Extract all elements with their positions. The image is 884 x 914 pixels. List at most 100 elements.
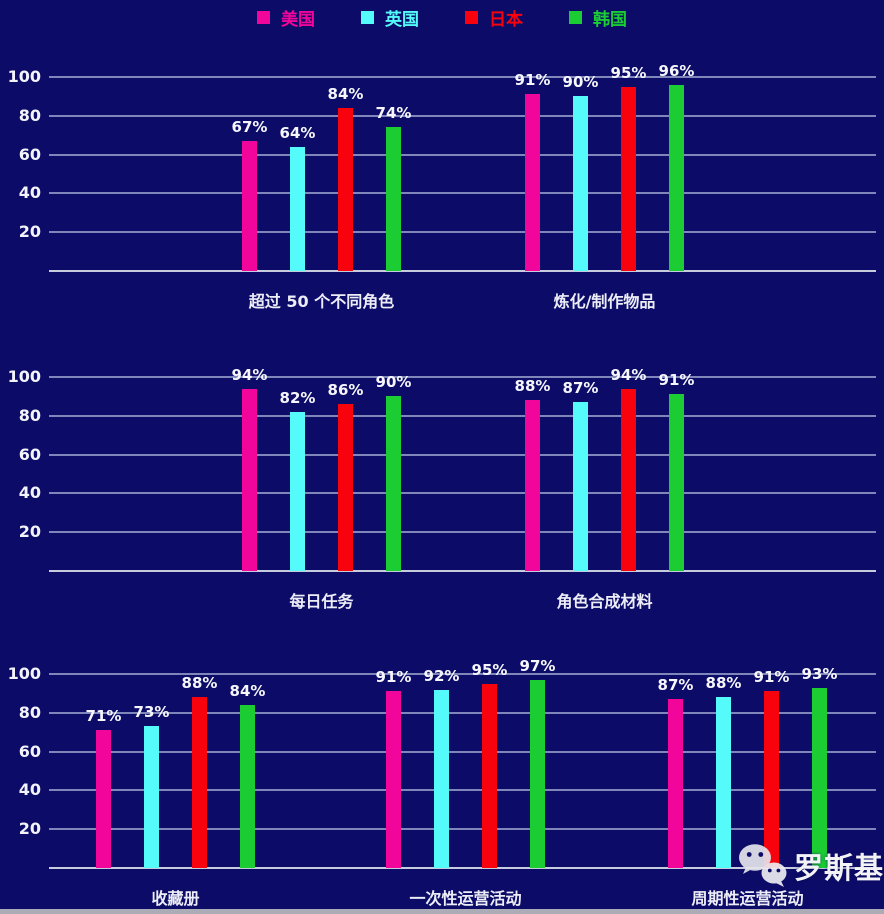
bar-value-label: 97% [519, 656, 556, 675]
bar-美国-周期性运营活动 [668, 699, 683, 868]
legend-label-korea: 韩国 [593, 10, 627, 30]
bar-美国-每日任务 [242, 388, 257, 571]
bar-日本-收藏册 [192, 697, 207, 868]
category-label: 周期性运营活动 [691, 889, 804, 908]
bar-英国-角色合成材料 [573, 402, 588, 571]
y-tick-label: 20 [18, 819, 41, 839]
bar-value-label: 87% [657, 676, 694, 695]
x-axis-baseline [49, 270, 876, 272]
legend-label-uk: 英国 [385, 10, 419, 30]
bar-日本-炼化/制作物品 [621, 86, 636, 271]
bar-日本-每日任务 [338, 404, 353, 571]
legend: 美国 英国 日本 韩国 [0, 5, 884, 30]
chart-row-1: 20 40 60 80 100 67% 64% 84% 74% 超过 50 个不同角色 91% 90%… [8, 62, 876, 311]
x-axis-baseline [49, 570, 876, 572]
bar-日本-一次性运营活动 [482, 683, 497, 868]
gridline-20 [49, 231, 876, 234]
bar-日本-角色合成材料 [621, 388, 636, 571]
bar-韩国-周期性运营活动 [812, 687, 827, 868]
gridline-80 [49, 414, 876, 417]
gridline-40 [49, 192, 876, 195]
y-tick-label: 60 [18, 144, 41, 164]
y-tick-label: 20 [18, 522, 41, 542]
bar-美国-一次性运营活动 [386, 691, 401, 868]
legend-swatch-usa [257, 11, 270, 24]
bar-韩国-炼化/制作物品 [669, 84, 684, 271]
watermark-text: 罗斯基 [794, 851, 884, 885]
bar-美国-炼化/制作物品 [525, 94, 540, 271]
bar-value-label: 84% [229, 682, 266, 701]
bar-value-label: 92% [423, 666, 460, 685]
y-tick-label: 40 [18, 183, 41, 203]
gridline-20 [49, 531, 876, 534]
legend-item-uk: 英国 [361, 5, 419, 30]
bar-value-label: 93% [801, 664, 838, 683]
y-tick-label: 100 [7, 67, 41, 86]
y-tick-label: 20 [18, 222, 41, 242]
bar-英国-炼化/制作物品 [573, 96, 588, 271]
bar-韩国-一次性运营活动 [530, 679, 545, 868]
bar-value-label: 91% [658, 371, 695, 390]
y-tick-label: 80 [18, 702, 41, 722]
bar-value-label: 94% [610, 365, 647, 384]
y-tick-label: 60 [18, 741, 41, 761]
bar-美国-角色合成材料 [525, 400, 540, 571]
chart-row-3: 20 40 60 80 100 71% 73% 88% 84% 收藏册 91% 92% 95% 97% 一次… [8, 657, 876, 908]
category-label: 炼化/制作物品 [553, 292, 656, 311]
gridline-60 [49, 153, 876, 156]
horizontal-scrollbar[interactable] [0, 909, 884, 914]
gridline-100 [49, 76, 876, 78]
bar-value-label: 95% [610, 63, 647, 82]
bar-value-label: 84% [327, 85, 364, 104]
wechat-icon [739, 844, 787, 887]
y-tick-label: 80 [18, 405, 41, 425]
bar-日本-超过 50 个不同角色 [338, 108, 353, 271]
bar-value-label: 91% [514, 71, 551, 90]
y-tick-label: 40 [18, 780, 41, 800]
category-label: 每日任务 [289, 592, 354, 611]
bar-value-label: 88% [514, 377, 551, 396]
bar-value-label: 73% [133, 703, 170, 722]
bar-美国-超过 50 个不同角色 [242, 141, 257, 271]
gridline-60 [49, 453, 876, 456]
bar-英国-一次性运营活动 [434, 689, 449, 868]
y-tick-label: 100 [7, 664, 41, 683]
legend-swatch-korea [569, 11, 582, 24]
bar-韩国-角色合成材料 [669, 394, 684, 571]
category-label: 一次性运营活动 [409, 889, 522, 908]
bar-英国-超过 50 个不同角色 [290, 146, 305, 271]
bar-韩国-收藏册 [240, 705, 255, 868]
bar-value-label: 90% [375, 373, 412, 392]
category-label: 超过 50 个不同角色 [248, 292, 395, 311]
legend-label-usa: 美国 [281, 10, 315, 30]
bar-英国-周期性运营活动 [716, 697, 731, 868]
y-tick-label: 60 [18, 444, 41, 464]
legend-item-korea: 韩国 [569, 5, 627, 30]
bar-value-label: 87% [562, 379, 599, 398]
legend-item-japan: 日本 [465, 5, 523, 30]
legend-item-usa: 美国 [257, 5, 315, 30]
gridline-100 [49, 673, 876, 675]
legend-swatch-uk [361, 11, 374, 24]
bar-value-label: 64% [279, 123, 316, 142]
chart-row-2: 20 40 60 80 100 94% 82% 86% 90% 每日任务 88% 87% 94% 91% 角… [8, 366, 876, 611]
bar-value-label: 86% [327, 381, 364, 400]
bar-value-label: 88% [705, 674, 742, 693]
gridline-80 [49, 114, 876, 117]
bar-value-label: 91% [375, 668, 412, 687]
bar-value-label: 82% [279, 388, 316, 407]
gridline-60 [49, 750, 876, 753]
bar-value-label: 96% [658, 61, 695, 80]
bar-value-label: 67% [231, 118, 268, 137]
bar-value-label: 91% [753, 668, 790, 687]
category-label: 角色合成材料 [556, 592, 653, 611]
gridline-40 [49, 789, 876, 792]
bar-美国-收藏册 [96, 730, 111, 868]
bar-日本-周期性运营活动 [764, 691, 779, 868]
gridline-40 [49, 492, 876, 495]
bar-英国-收藏册 [144, 726, 159, 868]
legend-label-japan: 日本 [489, 10, 523, 30]
y-tick-label: 100 [7, 367, 41, 386]
y-tick-label: 40 [18, 483, 41, 503]
